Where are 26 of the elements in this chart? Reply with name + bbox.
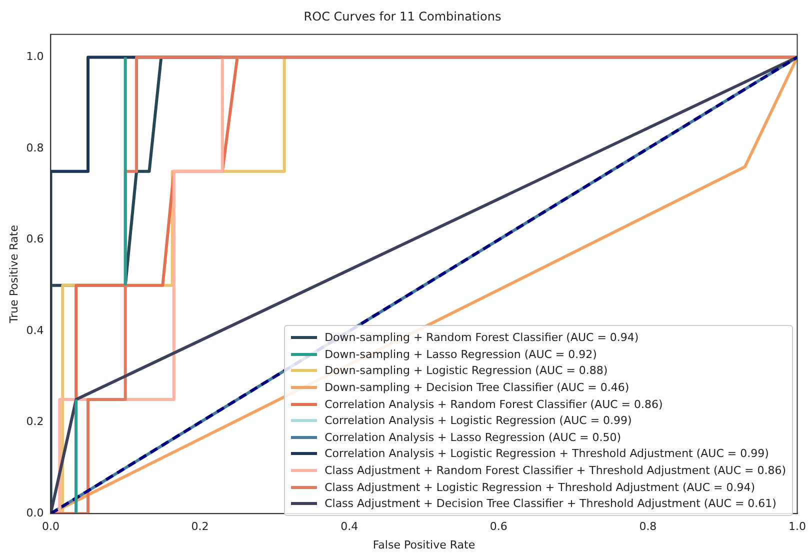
legend-label: Correlation Analysis + Logistic Regression + Threshold Adjustment (AUC = 0.99) [324,447,769,460]
legend-label: Class Adjustment + Decision Tree Classifier + Threshold Adjustment (AUC = 0.61) [324,497,776,510]
chart-title: ROC Curves for 11 Combinations [304,9,502,24]
x-tick-label: 0.2 [191,520,209,534]
legend-label: Class Adjustment + Random Forest Classifier + Threshold Adjustment (AUC = 0.86) [324,464,786,478]
legend-label: Down-sampling + Logistic Regression (AUC = 0.88) [324,364,608,378]
x-tick-label: 1.0 [788,520,806,534]
y-axis-title: True Positive Rate [7,224,20,324]
legend-label: Down-sampling + Random Forest Classifier (AUC = 0.94) [324,331,639,344]
y-tick-label: 0.0 [26,506,44,520]
x-tick-label: 0.4 [340,520,358,534]
x-tick-label: 0.8 [639,520,657,534]
legend-label: Class Adjustment + Logistic Regression + Threshold Adjustment (AUC = 0.94) [324,480,756,494]
y-tick-label: 0.6 [26,232,44,246]
legend-label: Correlation Analysis + Lasso Regression (AUC = 0.50) [324,430,622,444]
y-tick-label: 0.8 [26,141,44,154]
legend-label: Correlation Analysis + Random Forest Classifier (AUC = 0.86) [324,398,663,411]
y-tick-label: 0.4 [26,324,44,337]
legend-label: Down-sampling + Decision Tree Classifier (AUC = 0.46) [324,381,630,394]
y-tick-label: 1.0 [26,50,44,64]
x-tick-label: 0.6 [490,520,508,534]
legend-label: Correlation Analysis + Logistic Regression (AUC = 0.99) [324,414,632,428]
x-axis-title: False Positive Rate [372,538,476,552]
legend-label: Down-sampling + Lasso Regression (AUC = 0.92) [324,348,597,361]
x-tick-label: 0.0 [42,520,60,534]
y-tick-label: 0.2 [26,415,44,428]
